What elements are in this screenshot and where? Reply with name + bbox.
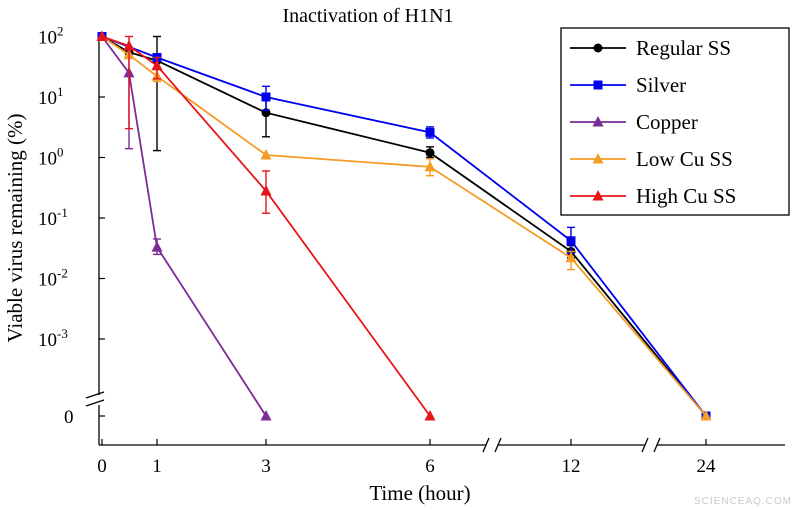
legend-swatch-marker — [592, 153, 604, 164]
y-tick-label: 10-1 — [38, 205, 68, 230]
y-axis-break-mark — [85, 391, 105, 399]
data-point — [96, 30, 108, 41]
data-point — [425, 148, 435, 158]
data-point — [260, 410, 272, 421]
data-point — [260, 148, 272, 160]
x-tick-label: 3 — [261, 456, 271, 477]
series-line — [101, 35, 707, 417]
legend-label: High Cu SS — [636, 184, 736, 208]
series-line — [101, 35, 267, 417]
x-tick-label: 6 — [425, 456, 435, 477]
data-point — [566, 236, 576, 246]
x-tick-label: 24 — [697, 456, 717, 477]
data-point — [151, 241, 163, 252]
legend-swatch-marker — [592, 190, 604, 201]
x-axis-break-mark — [482, 437, 490, 453]
legend-item-silver: Silver — [570, 73, 686, 97]
legend-swatch-marker — [593, 43, 603, 53]
data-point — [565, 251, 577, 263]
x-axis-break-mark — [653, 437, 661, 453]
y-axis-break-gap — [86, 396, 112, 404]
legend-item-regular-ss: Regular SS — [570, 36, 731, 60]
legend: Regular SS Silver Copper Low Cu SS High Cu S… — [560, 27, 790, 216]
y-tick-label-zero: 0 — [64, 407, 74, 428]
x-axis-break-mark — [494, 437, 502, 453]
x-axis-break-mark — [641, 437, 649, 453]
x-tick-label: 12 — [562, 456, 581, 477]
y-tick-label: 102 — [38, 24, 64, 49]
y-tick-label: 100 — [38, 145, 64, 170]
data-point — [151, 59, 163, 71]
data-point — [261, 92, 271, 102]
x-axis-label: Time (hour) — [369, 481, 470, 505]
y-tick-label: 10-3 — [38, 326, 68, 351]
legend-label: Regular SS — [636, 36, 731, 60]
legend-label: Low Cu SS — [636, 147, 733, 171]
series-high-cu-ss — [96, 30, 436, 421]
y-tick-label: 10-2 — [38, 266, 68, 291]
data-point — [424, 410, 436, 421]
data-point — [700, 410, 712, 421]
legend-item-high-cu-ss: High Cu SS — [570, 184, 736, 208]
watermark: SCIENCEAQ.COM — [694, 496, 792, 507]
series-layer — [96, 30, 712, 421]
data-point — [260, 184, 272, 196]
x-tick-label: 0 — [97, 456, 107, 477]
y-axis-break-mark — [85, 399, 105, 407]
data-point — [424, 160, 436, 172]
legend-label: Silver — [636, 73, 686, 97]
y-tick-label: 101 — [38, 84, 64, 109]
chart-title: Inactivation of H1N1 — [282, 5, 453, 27]
data-point — [425, 127, 435, 137]
legend-item-copper: Copper — [570, 110, 698, 134]
legend-swatch-marker — [592, 116, 604, 127]
legend-label: Copper — [636, 110, 698, 134]
y-axis-label: Viable virus remaining (%) — [3, 113, 27, 342]
legend-swatch-marker — [593, 80, 603, 90]
legend-item-low-cu-ss: Low Cu SS — [570, 147, 733, 171]
data-point — [123, 39, 135, 51]
x-tick-label: 1 — [152, 456, 162, 477]
